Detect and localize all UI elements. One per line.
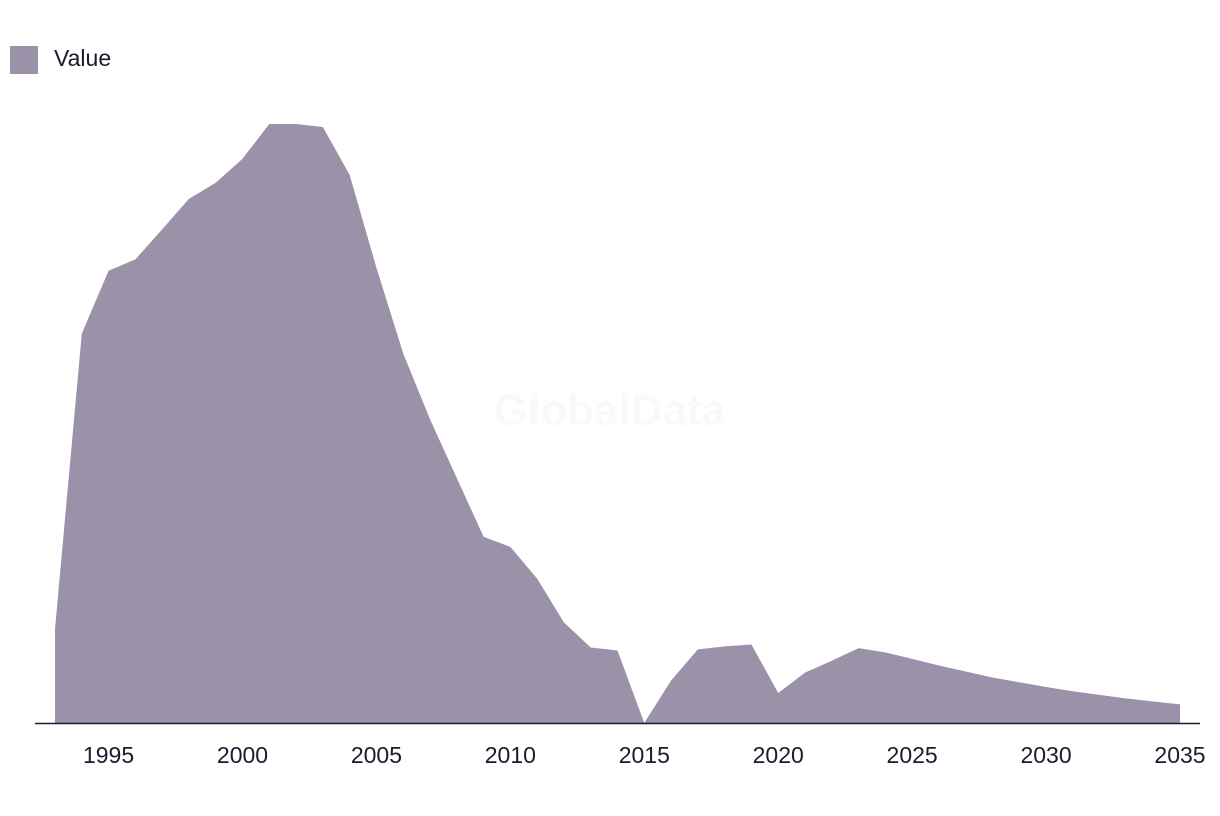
legend[interactable]: Value xyxy=(10,45,111,74)
x-tick-label: 2025 xyxy=(887,742,938,768)
x-tick-label: 2015 xyxy=(619,742,670,768)
x-tick-label: 2000 xyxy=(217,742,268,768)
series-area-value xyxy=(55,124,1180,723)
x-tick-label: 2020 xyxy=(753,742,804,768)
legend-label: Value xyxy=(54,45,111,71)
x-tick-label: 2010 xyxy=(485,742,536,768)
legend-swatch xyxy=(10,46,38,74)
x-axis-ticks: 1995 2000 2005 2010 2015 2020 2025 2030 2035 xyxy=(83,742,1206,768)
x-tick-label: 2005 xyxy=(351,742,402,768)
x-tick-label: 2030 xyxy=(1020,742,1071,768)
watermark-text: GlobalData xyxy=(494,386,727,435)
x-tick-label: 1995 xyxy=(83,742,134,768)
x-tick-label: 2035 xyxy=(1154,742,1205,768)
